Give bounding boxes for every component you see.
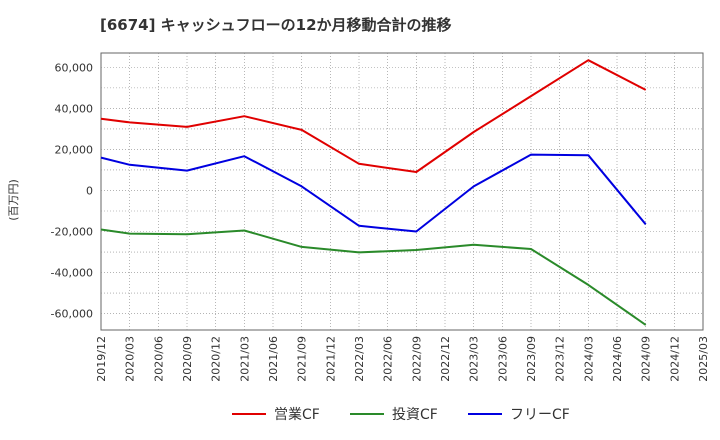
x-tick-label: 2024/06 bbox=[611, 336, 624, 382]
series-lines bbox=[100, 59, 647, 326]
x-tick-label: 2022/03 bbox=[353, 336, 366, 382]
series-line bbox=[100, 153, 647, 233]
y-axis-label: (百万円) bbox=[7, 179, 20, 221]
y-tick-label: -40,000 bbox=[51, 267, 93, 280]
x-tick-label: 2024/12 bbox=[668, 336, 681, 382]
y-tick-label: 0 bbox=[86, 184, 93, 197]
plot-area bbox=[100, 52, 704, 331]
y-tick-labels: -60,000 -40,000 -20,000 0 20,000 40,000 60,000 bbox=[51, 61, 93, 320]
x-tick-label: 2019/12 bbox=[95, 336, 108, 382]
y-tick-label: 60,000 bbox=[55, 61, 94, 74]
y-tick-label: 20,000 bbox=[55, 143, 94, 156]
x-tick-label: 2024/03 bbox=[582, 336, 595, 382]
x-tick-label: 2020/03 bbox=[124, 336, 137, 382]
x-tick-label: 2020/12 bbox=[210, 336, 223, 382]
x-tick-label: 2022/12 bbox=[439, 336, 452, 382]
grid-lines bbox=[101, 53, 703, 330]
x-tick-label: 2021/03 bbox=[238, 336, 251, 382]
series-line bbox=[100, 228, 647, 326]
legend-label: フリーCF bbox=[510, 407, 570, 423]
y-tick-label: 40,000 bbox=[55, 102, 94, 115]
x-tick-label: 2023/03 bbox=[468, 336, 481, 382]
legend-label: 営業CF bbox=[274, 407, 320, 423]
x-tick-label: 2021/09 bbox=[296, 336, 309, 382]
legend-label: 投資CF bbox=[392, 407, 438, 423]
x-tick-label: 2020/09 bbox=[181, 336, 194, 382]
x-tick-label: 2022/09 bbox=[410, 336, 423, 382]
series-line bbox=[100, 59, 647, 173]
chart-title: [6674] キャッシュフローの12か月移動合計の推移 bbox=[100, 16, 452, 34]
x-tick-label: 2023/12 bbox=[554, 336, 567, 382]
y-tick-label: -20,000 bbox=[51, 226, 93, 239]
x-tick-label: 2023/09 bbox=[525, 336, 538, 382]
x-tick-label: 2020/06 bbox=[152, 336, 165, 382]
y-tick-label: -60,000 bbox=[51, 308, 93, 321]
x-tick-label: 2024/09 bbox=[640, 336, 653, 382]
x-tick-label: 2023/06 bbox=[496, 336, 509, 382]
x-tick-label: 2025/03 bbox=[697, 336, 710, 382]
x-tick-labels: 2019/12 2020/03 2020/06 2020/09 2020/12 2021/… bbox=[95, 336, 710, 382]
x-tick-label: 2021/12 bbox=[324, 336, 337, 382]
legend: 営業CF 投資CF フリーCF bbox=[232, 407, 570, 423]
x-tick-label: 2022/06 bbox=[382, 336, 395, 382]
x-tick-label: 2021/06 bbox=[267, 336, 280, 382]
